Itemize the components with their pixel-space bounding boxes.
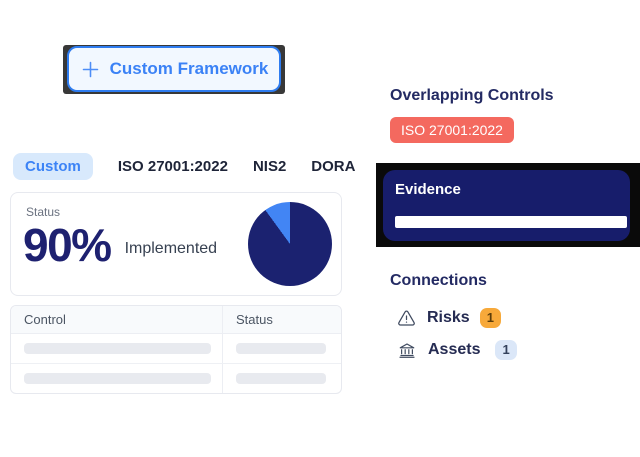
column-header-control: Control — [11, 306, 223, 333]
overlapping-controls-title: Overlapping Controls — [390, 87, 554, 104]
status-card: Status 90% Implemented — [10, 192, 342, 296]
connection-row-risks[interactable]: Risks 1 — [396, 308, 501, 328]
tab-iso-27001-2022[interactable]: ISO 27001:2022 — [117, 158, 228, 175]
iso-27001-badge[interactable]: ISO 27001:2022 — [390, 117, 514, 143]
skeleton-bar — [236, 343, 326, 354]
skeleton-bar — [24, 343, 211, 354]
table-header-row: Control Status — [11, 306, 341, 334]
tab-dora[interactable]: DORA — [311, 158, 356, 175]
bank-icon — [396, 341, 418, 360]
column-header-status: Status — [236, 312, 273, 327]
risks-label: Risks — [427, 309, 470, 326]
custom-framework-label: Custom Framework — [109, 59, 269, 78]
evidence-title: Evidence — [395, 181, 461, 198]
skeleton-bar — [24, 373, 211, 384]
assets-label: Assets — [428, 341, 481, 358]
skeleton-bar — [236, 373, 326, 384]
risks-count-badge[interactable]: 1 — [479, 308, 501, 328]
table-row — [11, 334, 341, 364]
evidence-input-bar[interactable] — [395, 216, 627, 228]
connection-row-assets[interactable]: Assets 1 — [396, 340, 517, 360]
implemented-caption: Implemented — [124, 240, 218, 258]
evidence-card: Evidence — [383, 170, 630, 241]
implemented-percent: 90% — [23, 219, 112, 271]
connections-title: Connections — [390, 272, 487, 289]
plus-icon — [80, 59, 101, 80]
framework-tabs: Custom ISO 27001:2022 NIS2 DORA — [13, 153, 355, 180]
assets-count-badge[interactable]: 1 — [495, 340, 517, 360]
status-label: Status — [26, 205, 61, 219]
controls-table: Control Status — [10, 305, 342, 394]
implementation-pie-chart — [248, 202, 332, 286]
custom-framework-button[interactable]: Custom Framework — [67, 46, 281, 92]
warning-triangle-icon — [396, 308, 417, 328]
table-row — [11, 364, 341, 393]
tab-custom[interactable]: Custom — [13, 153, 93, 180]
status-value-row: 90% Implemented — [23, 219, 217, 272]
tab-nis2[interactable]: NIS2 — [252, 158, 287, 175]
